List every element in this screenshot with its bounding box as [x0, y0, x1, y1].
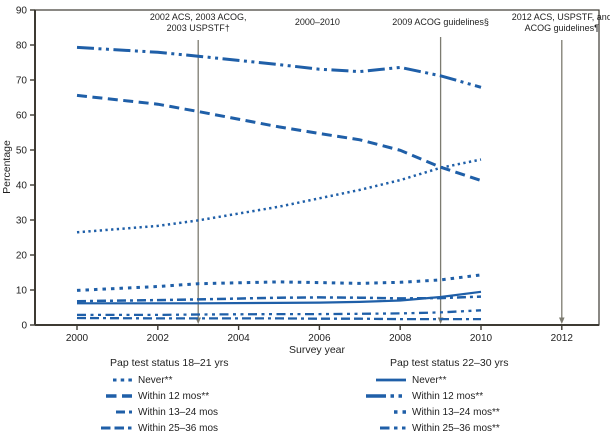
series-line-2 — [76, 295, 482, 303]
x-tick-label: 2004 — [227, 333, 250, 344]
legend-item: Within 12 mos** — [84, 388, 228, 404]
x-tick-label: 2012 — [551, 333, 574, 344]
legend-item-label: Within 13–24 mos** — [412, 406, 500, 418]
annotation-label: 2009 ACOG guidelines§ — [392, 17, 489, 27]
y-tick-label: 90 — [16, 6, 28, 17]
legend-marker — [358, 424, 406, 432]
legend-item: Within 25–36 mos** — [358, 420, 508, 436]
legend-item-label: Within 25–36 mos** — [412, 422, 500, 434]
legend-marker — [358, 408, 406, 416]
legend-22-30: Pap test status 22–30 yrs Never** Within … — [358, 357, 508, 436]
y-tick-label: 30 — [16, 216, 28, 227]
annotation-arrowhead — [559, 317, 565, 324]
legend-item-label: Within 13–24 mos — [138, 406, 219, 418]
legend-title: Pap test status 18–21 yrs — [110, 357, 229, 369]
legend-marker — [84, 424, 132, 432]
legend-marker — [84, 408, 132, 416]
x-tick-label: 2006 — [308, 333, 331, 344]
y-tick-label: 50 — [16, 146, 28, 157]
y-tick-label: 60 — [16, 111, 28, 122]
x-tick-label: 2010 — [470, 333, 493, 344]
x-tick-label: 2000 — [66, 333, 89, 344]
series-line-5 — [76, 45, 482, 89]
series-line-6 — [76, 273, 482, 292]
y-tick-label: 20 — [16, 251, 28, 262]
legend-item: Within 12 mos** — [358, 388, 508, 404]
legend-marker — [84, 376, 132, 384]
y-tick-label: 80 — [16, 41, 28, 52]
y-tick-label: 0 — [21, 321, 27, 332]
legend-item: Within 13–24 mos — [84, 404, 228, 420]
series-line-0 — [76, 158, 482, 234]
annotation-label: 2002 ACS, 2003 ACOG, — [150, 12, 247, 22]
legend-item-label: Within 12 mos** — [412, 390, 484, 402]
annotation-label: ACOG guidelines¶ — [525, 23, 600, 33]
y-tick-label: 70 — [16, 76, 28, 87]
legend-item: Never** — [358, 372, 508, 388]
legend-item: Within 13–24 mos** — [358, 404, 508, 420]
series-line-1 — [76, 93, 482, 182]
series-line-3 — [76, 316, 481, 321]
legend-item: Never** — [84, 372, 228, 388]
y-tick-label: 10 — [16, 286, 28, 297]
legend-marker — [358, 392, 406, 400]
series-line-7 — [77, 309, 482, 317]
legend-title: Pap test status 22–30 yrs — [390, 357, 509, 369]
legend-marker — [358, 376, 406, 384]
series-line-4 — [77, 290, 482, 305]
legend-18-21: Pap test status 18–21 yrs Never** Within … — [84, 357, 228, 436]
legend-item-label: Never** — [138, 374, 173, 386]
legend-item: Within 25–36 mos — [84, 420, 228, 436]
plot-frame — [34, 9, 600, 326]
annotation-label: 2000–2010 — [295, 17, 340, 27]
legend-item-label: Within 12 mos** — [138, 390, 210, 402]
y-axis-title: Percentage — [1, 140, 13, 194]
legend-marker — [84, 392, 132, 400]
x-axis-title: Survey year — [289, 344, 346, 356]
x-tick-label: 2008 — [389, 333, 412, 344]
legend-item-label: Within 25–36 mos — [138, 422, 219, 434]
legend-item-label: Never** — [412, 374, 447, 386]
annotation-label: 2003 USPSTF† — [167, 23, 230, 33]
x-tick-label: 2002 — [147, 333, 170, 344]
y-tick-label: 40 — [16, 181, 28, 192]
annotation-label: 2012 ACS, USPSTF, and — [512, 12, 610, 22]
